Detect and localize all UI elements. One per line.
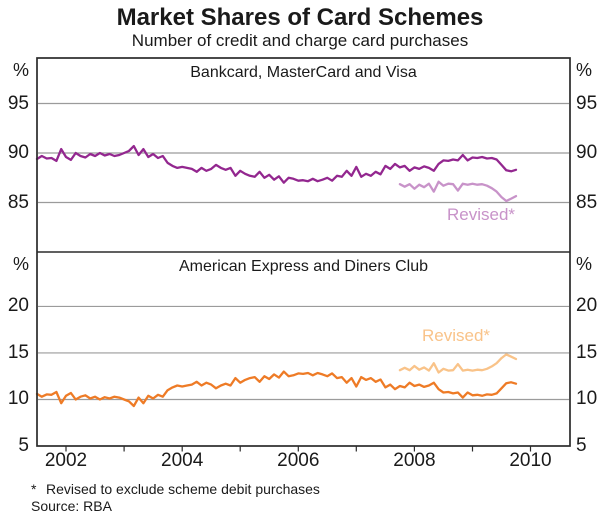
panel-title-bottom: American Express and Diners Club [179,258,428,275]
series-line-amex-diners-original [35,370,518,408]
footnote: * Revised to exclude scheme debit purchas… [31,481,320,497]
x-tick-label-2008: 2008 [393,450,436,471]
x-tick-label-2010: 2010 [509,450,552,471]
source-note: Source: RBA [31,498,112,514]
y-tick-label-right-5: 5 [576,435,587,456]
revised-label-bottom: Revised* [421,326,491,345]
chart-title: Market Shares of Card Schemes [116,4,484,31]
y-tick-label-left-15: 15 [7,341,29,363]
y-tick-label-right-90: 90 [576,142,598,164]
footnote-marker: * [31,481,37,497]
series-line-amex-diners-revised [398,353,518,374]
panel-title-top: Bankcard, MasterCard and Visa [190,64,417,81]
footnote-text: Revised to exclude scheme debit purchase… [46,481,320,497]
frame-group [36,57,571,447]
y-tick-label-right-20: 20 [576,295,598,317]
y-axis-unit-left: % [12,254,29,274]
series-group [35,144,518,408]
series-line-bmv-original [35,144,518,184]
revised-label-top: Revised* [446,205,516,224]
y-axis-unit-left: % [12,60,29,80]
y-tick-label-left-20: 20 [7,295,29,317]
y-tick-label-left-10: 10 [7,388,29,410]
y-tick-label-right-95: 95 [576,92,598,114]
series-line-bmv-revised [398,180,518,203]
x-tick-label-2002: 2002 [44,450,88,471]
x-ticks-group [65,446,532,452]
y-axis-unit-right: % [576,254,593,274]
x-tick-label-2004: 2004 [161,450,204,471]
y-axis-unit-right: % [576,60,593,80]
y-tick-label-right-10: 10 [576,388,598,410]
y-tick-label-left-95: 95 [7,92,29,114]
y-tick-label-left-5: 5 [18,435,29,456]
y-tick-label-left-85: 85 [7,191,29,213]
y-tick-label-left-90: 90 [7,142,29,164]
x-tick-label-2006: 2006 [277,450,320,471]
y-tick-label-right-85: 85 [576,191,598,213]
chart-subtitle: Number of credit and charge card purchas… [131,31,469,50]
y-tick-label-right-15: 15 [576,341,598,363]
